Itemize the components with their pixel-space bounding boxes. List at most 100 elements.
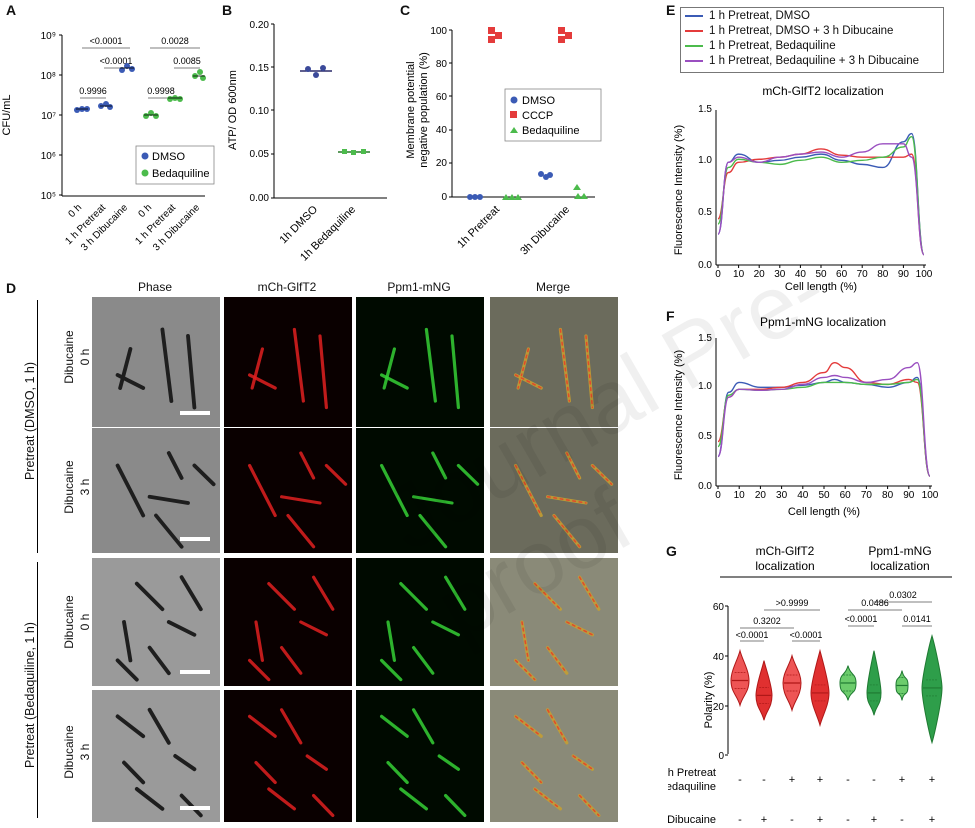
panel-a-pvalue: <0.0001 xyxy=(100,56,133,66)
panel-f-line-3 xyxy=(717,361,931,477)
panel-f-xtick: 10 xyxy=(734,490,746,501)
cell-mark xyxy=(444,793,467,818)
panel-e-xtick: 70 xyxy=(857,269,869,280)
panel-d-row-label: 3 h xyxy=(78,478,92,496)
cell-mark xyxy=(437,754,460,771)
panel-f-ytick: 1.5 xyxy=(698,333,712,344)
cell-mark xyxy=(431,620,460,637)
panel-c-ytick: 0 xyxy=(441,192,447,203)
panel-f-title: Ppm1-mNG localization xyxy=(760,315,886,329)
panel-a-ytick: 10⁶ xyxy=(41,151,56,162)
panel-g-row1-sign: + xyxy=(899,774,905,786)
cell-mark xyxy=(424,327,437,403)
cell-mark xyxy=(267,582,296,611)
panel-g-ytick: 0 xyxy=(718,751,724,762)
cell-mark xyxy=(267,787,296,811)
panel-g-violin xyxy=(921,634,943,745)
panel-c-point-dmso xyxy=(477,194,483,200)
micrograph-tile xyxy=(224,297,352,427)
panel-a-point-beda xyxy=(148,110,154,116)
panel-c-point-cccp xyxy=(488,36,495,43)
panel-c-ytick: 20 xyxy=(436,158,448,169)
panel-f-xtick: 90 xyxy=(903,490,915,501)
panel-e-legend: 1 h Pretreat, DMSO 1 h Pretreat, DMSO + … xyxy=(680,7,944,73)
cell-mark xyxy=(318,334,328,410)
panel-d-row-label: 3 h xyxy=(78,743,92,761)
micrograph-tile xyxy=(224,558,352,686)
panel-c-point-beda xyxy=(508,194,516,200)
panel-e-line-3 xyxy=(717,143,925,256)
panel-e-ytick: 1.0 xyxy=(698,155,712,166)
panel-g-row1-sign: - xyxy=(762,774,766,786)
cell-mark xyxy=(250,347,264,390)
cell-mark xyxy=(380,463,409,518)
panel-g-row1-label-2: Bedaquiline xyxy=(668,781,716,793)
cell-mark xyxy=(115,373,146,390)
panel-f-chart: Ppm1-mNG localization Fluorescence Inten… xyxy=(673,315,939,518)
panel-c-point-beda xyxy=(574,193,582,199)
cell-mark xyxy=(147,645,171,676)
cell-mark xyxy=(280,495,322,505)
micrograph-tile xyxy=(224,690,352,822)
panel-d-group-beda: Pretreat (Bedaquiline, 1 h) xyxy=(23,622,37,768)
cell-mark xyxy=(286,513,316,549)
panel-letter-d: D xyxy=(6,280,17,296)
cell-mark xyxy=(399,582,428,611)
panel-a-point-dmso xyxy=(119,67,125,73)
panel-g-ytick: 20 xyxy=(713,702,725,713)
panel-f-xtick: 20 xyxy=(755,490,767,501)
panel-e-legend-entry: 1 h Pretreat, Bedaquiline xyxy=(709,39,836,52)
panel-c-point-cccp xyxy=(565,32,572,39)
panel-f-line-0 xyxy=(717,376,931,477)
panel-a-point-beda xyxy=(177,96,183,102)
cell-mark xyxy=(299,451,316,480)
cell-mark xyxy=(166,620,197,637)
cell-mark xyxy=(382,347,396,390)
panel-f-ytick: 0.0 xyxy=(698,481,712,492)
panel-b-ytick: 0.15 xyxy=(250,63,270,74)
cell-mark xyxy=(179,575,203,612)
cell-mark xyxy=(248,373,277,390)
panel-g-ylabel: Polarity (%) xyxy=(703,672,715,729)
micrograph-tile xyxy=(356,690,484,822)
panel-c-point-dmso xyxy=(538,171,544,177)
panel-c-ylabel-1: Membrane potential xyxy=(405,61,417,158)
panel-g-row1-sign: + xyxy=(817,774,823,786)
panel-g-group2-line2: localization xyxy=(870,559,929,573)
cell-mark xyxy=(147,707,171,745)
panel-b-ytick: 0.10 xyxy=(250,106,270,117)
panel-b-ytick: 0.20 xyxy=(250,20,270,31)
panel-g-row1-sign: + xyxy=(789,774,795,786)
panel-f-xtick: 100 xyxy=(922,490,939,501)
micrograph-tile xyxy=(490,558,618,686)
cell-mark xyxy=(312,793,335,818)
panel-c-xtick: 3h Dibucaine xyxy=(518,204,572,258)
cell-mark xyxy=(399,787,428,811)
panel-d-row-label: Dibucaine xyxy=(62,460,76,514)
panel-letter-c: C xyxy=(400,2,411,18)
panel-e-xtick: 100 xyxy=(916,269,933,280)
panel-e-line-2 xyxy=(717,135,925,256)
panel-c-ytick: 80 xyxy=(436,59,448,70)
panel-e-title: mCh-GlfT2 localization xyxy=(762,84,883,98)
panel-g-ytick: 60 xyxy=(713,602,725,613)
panel-letter-g: G xyxy=(666,543,677,559)
panel-a-point-beda xyxy=(167,96,173,102)
panel-e-legend-entry: 1 h Pretreat, Bedaquiline + 3 h Dibucain… xyxy=(709,54,920,67)
panel-a-point-dmso xyxy=(74,107,80,113)
panel-e-xlabel: Cell length (%) xyxy=(785,281,857,293)
cell-mark xyxy=(147,494,190,505)
cell-mark xyxy=(280,708,303,745)
micrograph-tile xyxy=(490,690,618,822)
panel-a-ylabel: CFU/mL xyxy=(1,95,13,136)
panel-g-row2-label: 3 h Dibucaine xyxy=(668,814,716,826)
panel-g-row1-label-1: 1 h Pretreat xyxy=(668,767,716,779)
panel-c-xtick: 1h Pretreat xyxy=(455,204,502,251)
panel-g-row2-sign: + xyxy=(761,814,767,826)
panel-c-legend-cccp: CCCP xyxy=(522,110,553,122)
panel-d-row-label: Dibucaine xyxy=(62,725,76,779)
micrograph-tile xyxy=(356,297,484,427)
panel-g-row2-sign: - xyxy=(900,814,904,826)
panel-c-point-beda xyxy=(573,184,581,190)
panel-g-group1-line1: mCh-GlfT2 xyxy=(756,544,815,558)
